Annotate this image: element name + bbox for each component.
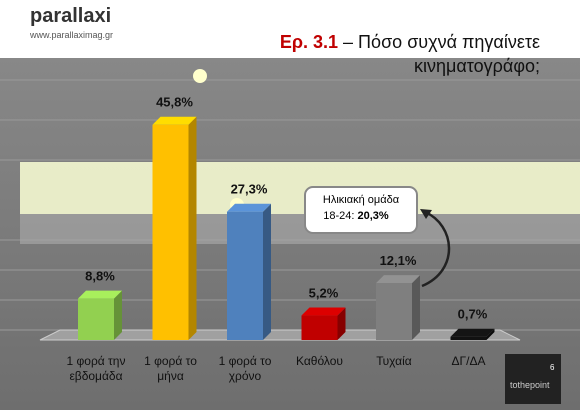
bar <box>450 336 487 340</box>
page-number: 6 <box>550 363 555 372</box>
annotation-box <box>304 186 418 234</box>
category-label: Καθόλου <box>296 354 343 368</box>
bar-side <box>263 203 271 340</box>
header <box>0 0 580 58</box>
category-label: ΔΓ/ΔΑ <box>451 354 486 368</box>
website: www.parallaximag.gr <box>29 30 113 40</box>
bar <box>376 283 412 340</box>
bar <box>78 298 114 340</box>
bar-side <box>114 290 122 340</box>
bar-side <box>337 307 346 340</box>
brand: tothepoint <box>510 380 550 390</box>
category-label: 1 φορά το μήνα <box>144 354 197 383</box>
footer-logo <box>505 354 561 404</box>
value-label: 27,3% <box>231 182 268 197</box>
bar-top <box>450 328 495 337</box>
bar-top <box>78 290 122 299</box>
value-label: 0,7% <box>458 307 488 322</box>
highlight-band <box>20 162 580 214</box>
category-label: 1 φορά το χρόνο <box>218 354 272 383</box>
arrow-head <box>420 209 432 219</box>
bar <box>301 315 338 340</box>
category-label: 1 φορά την εβδομάδα <box>66 354 126 383</box>
title-prefix: Ερ. 3.1 <box>279 32 339 52</box>
annotation-arrow <box>421 210 451 288</box>
shadow-band <box>20 214 580 244</box>
bar-side <box>412 275 420 340</box>
category-label: Τυχαία <box>376 354 412 368</box>
annotation-text: Ηλικιακή ομάδα 18-24: 20,3% <box>323 194 400 222</box>
annotation-value: 20,3% <box>358 210 389 222</box>
bar <box>152 124 189 341</box>
value-label: 45,8% <box>156 95 193 110</box>
title: Ερ. 3.1 – Πόσο συχνά πηγαίνετε κινηματογ… <box>240 30 540 78</box>
value-label: 8,8% <box>85 269 115 284</box>
bar-side <box>486 328 495 340</box>
bar-top <box>227 203 271 212</box>
logo: parallaxi <box>30 5 111 27</box>
value-label: 5,2% <box>309 286 339 301</box>
bar <box>227 211 263 340</box>
bar-top <box>301 307 346 316</box>
title-text: – Πόσο συχνά πηγαίνετε κινηματογράφο; <box>343 32 540 76</box>
value-label: 12,1% <box>380 253 417 268</box>
bar-side <box>188 116 197 341</box>
bar-top <box>376 275 420 284</box>
dot <box>193 69 207 83</box>
bar-top <box>152 116 197 125</box>
